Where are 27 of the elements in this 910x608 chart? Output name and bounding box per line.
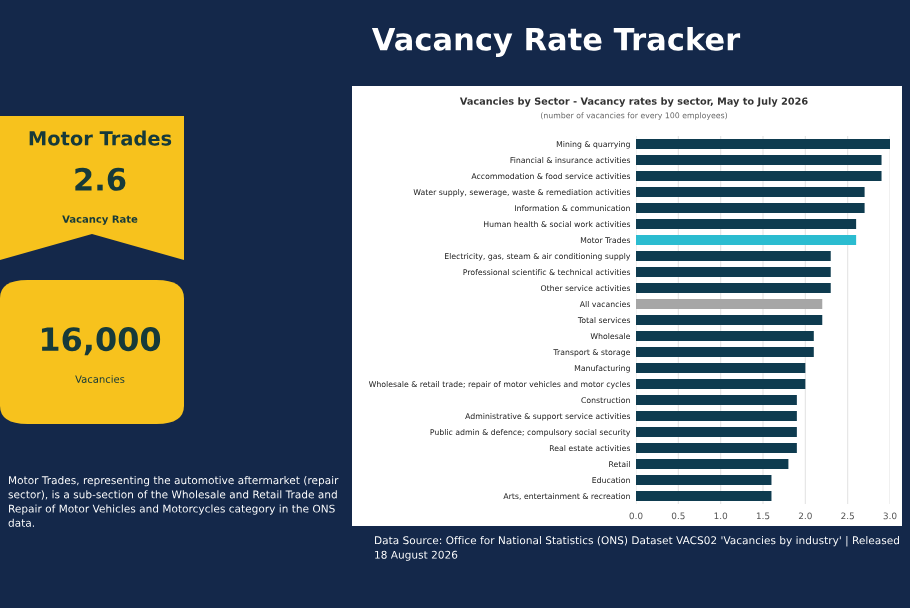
bar	[636, 443, 797, 453]
bar	[636, 331, 814, 341]
bar	[636, 139, 890, 149]
bar	[636, 491, 772, 501]
bar	[636, 347, 814, 357]
bar	[636, 475, 772, 485]
bar	[636, 379, 806, 389]
bar	[636, 267, 831, 277]
text: Vacancy Rate Tracker	[371, 27, 741, 57]
bar	[636, 315, 823, 325]
bar	[636, 299, 823, 309]
bar	[636, 363, 806, 373]
bar	[636, 251, 831, 261]
text: Motor Trades	[29, 130, 172, 146]
bar	[636, 155, 882, 165]
text: 16,000	[41, 327, 161, 356]
bar	[636, 171, 882, 181]
bar	[636, 459, 789, 469]
bar	[636, 235, 857, 245]
bar	[636, 395, 797, 405]
bar	[636, 411, 797, 421]
text: 2.6	[75, 167, 126, 191]
bar	[636, 203, 865, 213]
bar	[636, 283, 831, 293]
bar	[636, 219, 857, 229]
bar	[636, 187, 865, 197]
bar	[636, 427, 797, 437]
